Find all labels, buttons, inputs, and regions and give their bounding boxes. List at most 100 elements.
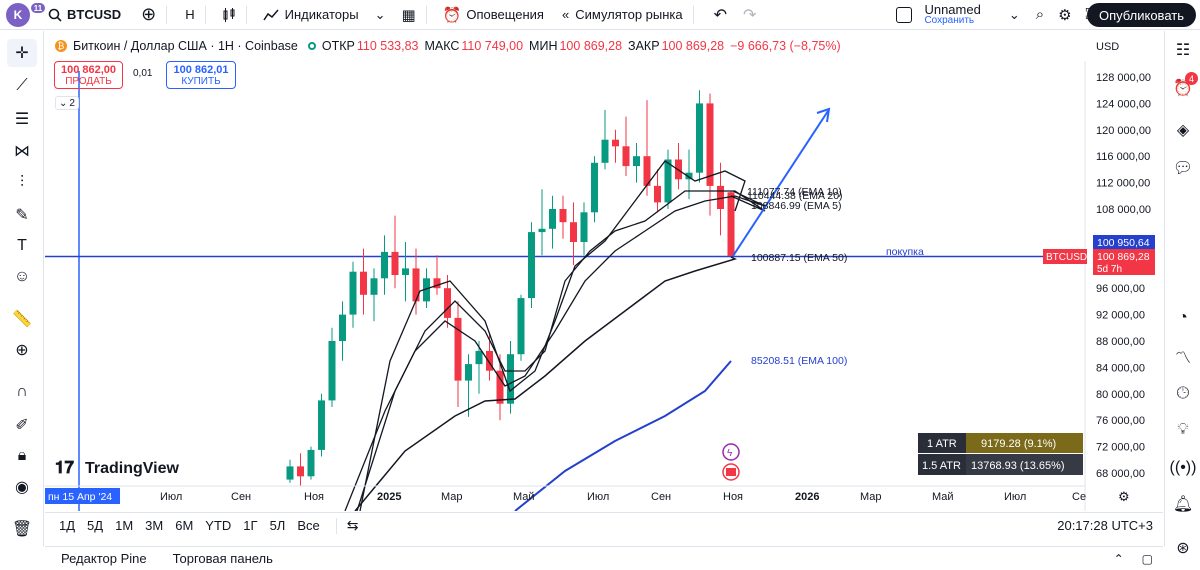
range-button[interactable]: 3М (145, 518, 164, 533)
replay-label: Симулятор рынка (575, 7, 683, 22)
indicator-count: 2 (69, 97, 75, 109)
time-tick-label: Июл (160, 491, 182, 503)
watchlist-button[interactable]: ☷ (1170, 37, 1196, 63)
replay-button[interactable]: « Симулятор рынка (556, 0, 689, 30)
alerts-button[interactable]: ⏰ Оповещения (437, 0, 550, 30)
currency-selector[interactable]: USD (1096, 41, 1119, 53)
user-avatar[interactable]: K 11 (6, 2, 46, 27)
help-button[interactable]: ⊛ (1170, 535, 1196, 561)
range-button[interactable]: 1Д (59, 518, 76, 533)
ideas-button[interactable]: 💡︎ (1170, 417, 1196, 443)
range-button[interactable]: 5Д (87, 518, 104, 533)
candle (391, 215, 399, 289)
ema-10-line (356, 190, 766, 511)
stay-drawing-tool[interactable]: ✐ (7, 411, 37, 439)
forecast-tool[interactable]: ⫶ (7, 169, 37, 197)
indicator-templates-button[interactable]: ⌄ (369, 0, 392, 30)
trading-panel-tab[interactable]: Торговая панель (172, 551, 273, 566)
hide-drawings-tool[interactable]: ◉ (7, 473, 37, 501)
signals-button[interactable]: ((•)) (1169, 455, 1197, 481)
candle-body (612, 139, 619, 147)
sell-button[interactable]: 100 862,00 ПРОДАТЬ (54, 61, 123, 89)
projection-arrow[interactable] (732, 110, 829, 257)
trendline-tool[interactable]: ⟋ (7, 72, 37, 100)
lock-drawings-tool[interactable]: 🔒︎ (7, 442, 37, 470)
layout-menu-button[interactable]: ⌄ (1003, 0, 1026, 30)
last-price-text: 100 869,28 (1097, 251, 1150, 263)
price-tick-label: 84 000,00 (1096, 362, 1145, 374)
clock[interactable]: 20:17:28 UTC+3 (1057, 518, 1153, 533)
calendar-button[interactable]: 🕒︎ (1170, 381, 1196, 407)
remove-drawings-tool[interactable]: 🗑︎ (7, 515, 37, 543)
symbol-search-button[interactable]: BTCUSD (42, 0, 127, 30)
layouts-button[interactable]: ▦ (395, 0, 421, 30)
hotlists-button[interactable]: 〽 (1170, 343, 1196, 369)
range-button[interactable]: Все (297, 518, 320, 533)
settings-button[interactable]: ⚙ (1052, 0, 1077, 30)
candle-body (402, 268, 409, 275)
brush-tool[interactable]: ✎ (7, 201, 37, 229)
redo-button[interactable]: ↷ (737, 0, 762, 30)
zoom-in-icon: ⊕ (15, 342, 29, 359)
gear-icon[interactable]: ⚙ (1118, 489, 1130, 504)
buy-label: КУПИТЬ (181, 76, 221, 87)
ema-5-line (359, 160, 746, 511)
symbol-title[interactable]: Биткоин / Доллар США · 1H · Coinbase (73, 39, 298, 53)
pine-editor-tab[interactable]: Редактор Pine (61, 551, 147, 566)
chevron-down-icon: ⌄ (1008, 6, 1020, 22)
time-tick-label: Се (1072, 491, 1086, 503)
fib-tool[interactable]: ☰ (7, 105, 37, 133)
chats-button[interactable]: 💬︎ (1170, 155, 1196, 181)
clock-icon: 🕒︎ (1176, 385, 1190, 402)
indicators-collapse-toggle[interactable]: ⌄ 2 (55, 96, 79, 110)
emoji-tool[interactable]: ☺ (7, 263, 37, 291)
layout-name-button[interactable]: Unnamed Сохранить (890, 0, 986, 30)
range-button[interactable]: YTD (205, 518, 232, 533)
text-tool[interactable]: T (7, 232, 37, 260)
range-button[interactable]: 6М (175, 518, 194, 533)
chart-pane[interactable]: 111077.74 (EMA 10) 110444.38 (EMA 20) 10… (45, 31, 1163, 511)
compare-symbol-button[interactable]: ⊕ (135, 0, 162, 30)
symbol-name: BTCUSD (67, 7, 122, 22)
data-window-button[interactable]: ◔ (1170, 305, 1196, 331)
open-label: ОТКР (321, 39, 355, 53)
pattern-tool[interactable]: ⋈ (7, 137, 37, 165)
goto-date-button[interactable]: ⇆ (347, 517, 359, 534)
grid-icon: ▦ (401, 6, 416, 24)
chart-type-button[interactable] (216, 0, 242, 30)
zoom-tool[interactable]: ⊕ (7, 336, 37, 364)
broadcast-icon: ((•)) (1169, 459, 1197, 476)
magnet-tool[interactable]: ∩ (7, 378, 37, 406)
buy-button[interactable]: 100 862,01 КУПИТЬ (166, 61, 236, 89)
indicators-button[interactable]: Индикаторы (257, 0, 365, 30)
publish-button[interactable]: Опубликовать (1086, 3, 1196, 27)
price-axis[interactable]: 128 000,00 124 000,00 120 000,00 116 000,00… (1096, 72, 1151, 480)
crosshair-tool[interactable]: ✛ (7, 39, 37, 67)
layout-name: Unnamed (924, 1, 981, 17)
range-button[interactable]: 5Л (269, 518, 286, 533)
ema-20-label: 110444.38 (EMA 20) (747, 190, 843, 202)
flash-event-icon[interactable] (722, 443, 740, 461)
arrow-head-icon (816, 107, 831, 123)
measure-tool[interactable]: 📏 (7, 305, 37, 333)
maximize-panel-button[interactable]: ▢ (1142, 552, 1153, 566)
undo-button[interactable]: ↶ (708, 0, 733, 30)
quick-search-button[interactable]: ⌕ (1030, 0, 1050, 30)
collapse-panel-button[interactable]: ⌃ (1114, 552, 1124, 566)
ema-20-line (344, 190, 766, 511)
tradingview-watermark: TradingView (85, 460, 180, 477)
price-chart[interactable]: 111077.74 (EMA 10) 110444.38 (EMA 20) 10… (45, 31, 1163, 511)
maximize-icon: ▢ (1141, 551, 1153, 566)
alerts-count-badge: 4 (1185, 72, 1198, 85)
speedometer-icon: ◔ (1178, 309, 1188, 326)
interval-button[interactable]: H (179, 0, 200, 30)
range-button[interactable]: 1Г (243, 518, 258, 533)
notifications-button[interactable]: 🔔︎ (1170, 491, 1196, 517)
time-axis[interactable]: Июл Сен Ноя 2025 Мар Май Июл Сен Ноя 2026 Мар Май Ию… (160, 491, 1086, 503)
alerts-panel-button[interactable]: ⏰ 4 (1170, 72, 1198, 101)
candle (465, 354, 472, 417)
candle-body (717, 185, 724, 209)
candles-icon (223, 7, 235, 22)
range-button[interactable]: 1М (115, 518, 134, 533)
object-tree-button[interactable]: ◈ (1170, 117, 1196, 143)
